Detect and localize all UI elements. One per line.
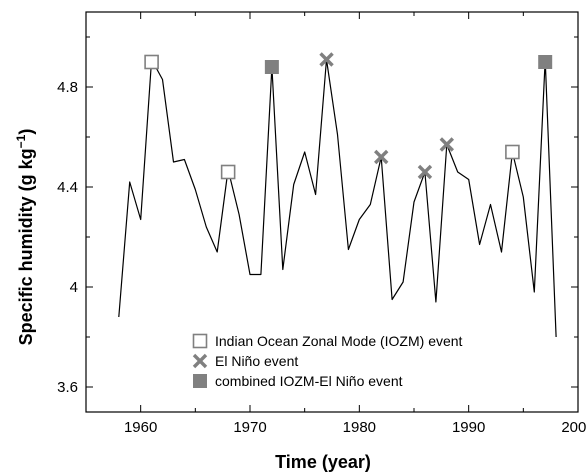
iozm-marker: [144, 54, 159, 70]
y-axis-label: Specific humidity (g kg−1): [14, 129, 36, 346]
x-axis-label: Time (year): [275, 452, 371, 472]
legend-elnino-marker: [192, 353, 208, 369]
combined-marker: [264, 60, 279, 74]
plot-frame: [85, 11, 579, 413]
iozm-marker: [220, 164, 236, 180]
x-tick-label: 1990: [452, 419, 485, 436]
legend-label-iozm: Indian Ocean Zonal Mode (IOZM) event: [215, 333, 463, 349]
y-tick-label: 4.4: [57, 179, 78, 196]
elnino-marker: [373, 149, 389, 165]
y-tick-label: 4: [70, 279, 78, 296]
elnino-marker: [319, 52, 334, 67]
legend-label-elnino: El Niño event: [215, 353, 298, 369]
y-tick-label: 4.8: [57, 79, 78, 96]
elnino-marker: [439, 137, 455, 152]
series-line: [118, 58, 557, 338]
y-axis-label-close: ): [16, 129, 36, 135]
legend-label-combined: combined IOZM-El Niño event: [215, 373, 403, 389]
legend-iozm-marker: [192, 333, 208, 349]
x-tick-label: 1960: [124, 419, 157, 436]
legend-combined-marker: [193, 374, 207, 388]
elnino-marker: [417, 164, 433, 180]
x-tick-label: 1980: [343, 419, 376, 436]
plot-layer: 1960 1970 1980 1990 2000 3.6 4 4.4 4.8 Indian Oce…: [57, 11, 587, 436]
x-tick-label: 1970: [233, 419, 266, 436]
y-axis-label-main: Specific humidity (g kg: [16, 148, 36, 345]
combined-marker: [538, 55, 553, 69]
iozm-marker: [505, 144, 520, 160]
y-axis-label-superscript: −1: [14, 134, 28, 148]
x-tick-label: 2000: [561, 419, 587, 436]
y-tick-label: 3.6: [57, 379, 78, 396]
